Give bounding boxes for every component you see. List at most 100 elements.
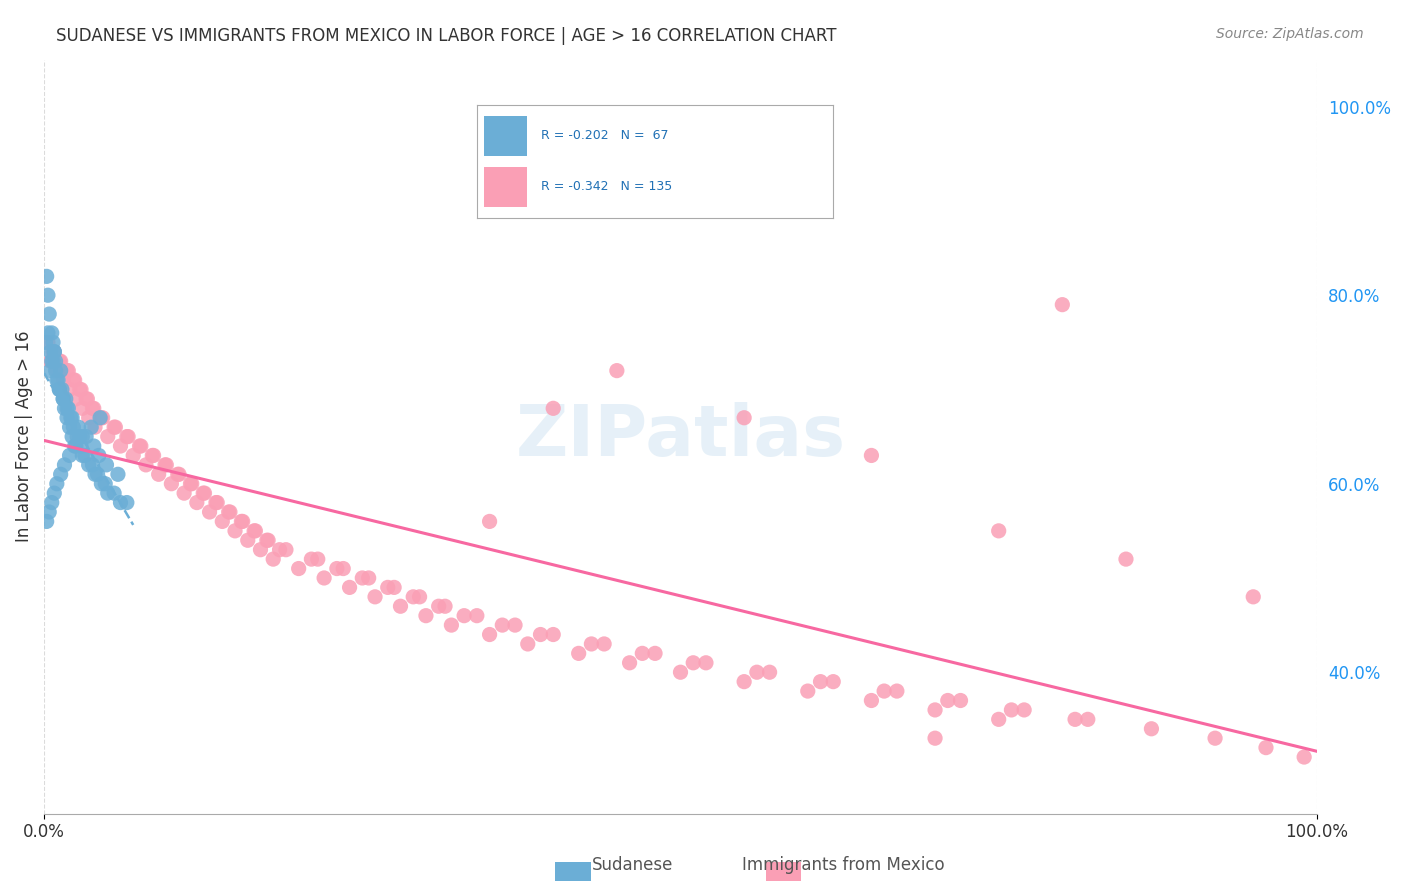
Point (52, 373, 75, 387)
Point (287, 561, 309, 575)
Point (73, 449, 96, 463)
Point (299, 552, 322, 566)
Point (56, 401, 79, 416)
Point (243, 524, 266, 538)
Point (55, 392, 77, 406)
Text: ZIPatlas: ZIPatlas (516, 402, 845, 471)
Point (51, 383, 73, 397)
Point (205, 495, 228, 509)
Point (63, 373, 86, 387)
Point (1204, 731, 1226, 746)
Point (211, 515, 233, 529)
Point (269, 542, 291, 557)
Point (41, 354, 63, 368)
Point (59, 410, 82, 425)
Point (107, 467, 129, 482)
Point (465, 608, 488, 623)
Point (53, 458, 76, 472)
Point (1064, 712, 1087, 726)
Point (249, 542, 271, 557)
Point (56, 363, 79, 377)
Point (141, 449, 163, 463)
Point (45, 363, 67, 377)
Point (733, 674, 755, 689)
Point (72, 429, 94, 443)
Point (75, 429, 97, 443)
Point (52, 392, 75, 406)
Point (46, 373, 69, 387)
Point (103, 486, 125, 500)
Point (262, 552, 284, 566)
Point (37, 326, 59, 340)
Point (44, 486, 66, 500)
Point (34, 335, 56, 350)
Point (236, 533, 259, 548)
Point (886, 684, 908, 698)
Point (1115, 552, 1137, 566)
Point (90, 410, 112, 425)
Point (503, 618, 526, 632)
Point (478, 627, 501, 641)
Point (173, 486, 195, 500)
Point (440, 618, 463, 632)
Point (41, 326, 63, 340)
Point (339, 581, 361, 595)
Point (45, 354, 67, 368)
Point (352, 571, 374, 585)
Point (1140, 722, 1163, 736)
Point (186, 495, 208, 509)
Point (96, 458, 118, 472)
Point (924, 703, 946, 717)
Point (377, 581, 399, 595)
Point (180, 476, 202, 491)
Point (70, 439, 93, 453)
Point (42, 335, 65, 350)
Point (122, 449, 145, 463)
Point (669, 665, 692, 680)
Point (38, 505, 60, 519)
Point (314, 571, 336, 585)
Point (72, 449, 94, 463)
Text: Immigrants from Mexico: Immigrants from Mexico (742, 856, 945, 874)
Point (86, 467, 108, 482)
Point (1012, 703, 1035, 717)
Point (70, 383, 93, 397)
Point (48, 354, 70, 368)
Point (49, 354, 72, 368)
Point (257, 533, 280, 548)
Point (53, 401, 76, 416)
Point (56, 410, 79, 425)
Point (63, 439, 86, 453)
Point (541, 401, 564, 416)
Point (44, 344, 66, 359)
Point (39, 354, 62, 368)
Point (148, 467, 170, 482)
Point (936, 693, 959, 707)
Point (44, 344, 66, 359)
Point (39, 363, 62, 377)
Point (166, 467, 188, 482)
Point (860, 693, 883, 707)
Point (797, 684, 820, 698)
Point (117, 429, 139, 443)
Point (62, 373, 84, 387)
Point (987, 712, 1010, 726)
Point (198, 505, 221, 519)
Point (357, 571, 380, 585)
Point (38, 307, 60, 321)
Point (58, 401, 80, 416)
Point (644, 646, 666, 660)
Point (427, 599, 450, 614)
Point (332, 561, 354, 575)
Point (83, 439, 105, 453)
Point (218, 505, 240, 519)
Point (823, 674, 845, 689)
Point (82, 401, 104, 416)
Point (924, 731, 946, 746)
Point (76, 392, 98, 406)
Point (415, 608, 437, 623)
Text: Sudanese: Sudanese (592, 856, 673, 874)
Point (60, 429, 83, 443)
Point (231, 515, 253, 529)
Point (90, 476, 112, 491)
